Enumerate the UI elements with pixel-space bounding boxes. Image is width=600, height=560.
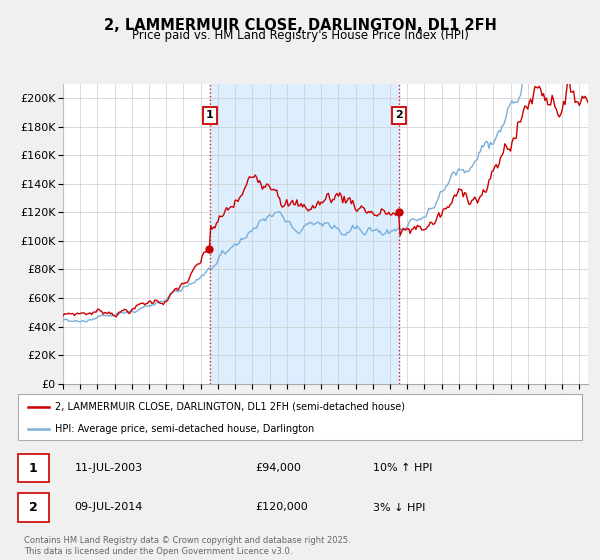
Text: 2: 2 [29,501,38,514]
Text: 1: 1 [29,462,38,475]
FancyBboxPatch shape [18,493,49,521]
Text: 10% ↑ HPI: 10% ↑ HPI [373,463,433,473]
Text: 11-JUL-2003: 11-JUL-2003 [74,463,143,473]
Text: £120,000: £120,000 [255,502,308,512]
FancyBboxPatch shape [18,454,49,482]
Text: Contains HM Land Registry data © Crown copyright and database right 2025.
This d: Contains HM Land Registry data © Crown c… [24,536,350,556]
FancyBboxPatch shape [18,394,582,440]
Text: 2, LAMMERMUIR CLOSE, DARLINGTON, DL1 2FH (semi-detached house): 2, LAMMERMUIR CLOSE, DARLINGTON, DL1 2FH… [55,402,404,412]
Text: HPI: Average price, semi-detached house, Darlington: HPI: Average price, semi-detached house,… [55,424,314,435]
Text: £94,000: £94,000 [255,463,301,473]
Text: 09-JUL-2014: 09-JUL-2014 [74,502,143,512]
Text: 1: 1 [206,110,214,120]
Text: 2, LAMMERMUIR CLOSE, DARLINGTON, DL1 2FH: 2, LAMMERMUIR CLOSE, DARLINGTON, DL1 2FH [104,18,496,34]
Text: Price paid vs. HM Land Registry's House Price Index (HPI): Price paid vs. HM Land Registry's House … [131,29,469,42]
Text: 3% ↓ HPI: 3% ↓ HPI [373,502,425,512]
Bar [210,84,399,384]
Text: 2: 2 [395,110,403,120]
